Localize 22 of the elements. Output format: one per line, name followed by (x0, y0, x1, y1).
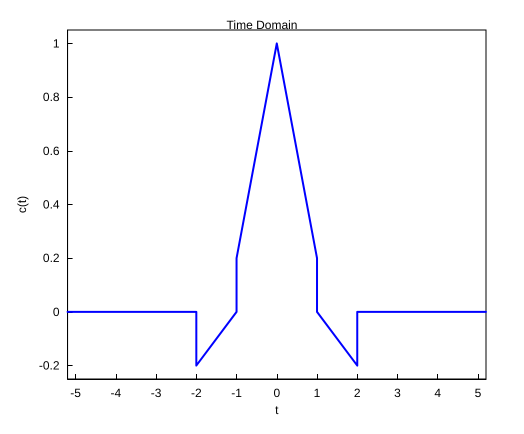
x-tick-label: 3 (394, 386, 402, 400)
x-tick-label: -2 (190, 386, 202, 400)
y-tick-label: -0.2 (38, 358, 60, 373)
x-tick-label: 2 (354, 386, 361, 400)
x-tick-label: 1 (314, 386, 321, 400)
y-tick-label: 1 (52, 36, 60, 50)
x-tick-label: 4 (434, 386, 442, 400)
x-tick-label: 0 (273, 386, 280, 400)
x-tick-label: -3 (150, 386, 162, 400)
y-axis-title: c(t) (15, 196, 29, 214)
x-axis-title: t (275, 402, 280, 417)
y-tick-label: 0.4 (42, 198, 60, 212)
y-tick-label: 0 (52, 304, 60, 319)
x-tick-label: -4 (110, 386, 122, 400)
x-tick-label: -1 (231, 386, 242, 400)
x-tick-label: -5 (70, 386, 82, 400)
y-tick-label: 0.8 (42, 90, 60, 104)
y-tick-label: 0.6 (42, 144, 60, 158)
x-tick-label: 5 (474, 386, 482, 400)
chart-title: Time Domain (226, 18, 298, 32)
y-tick-label: 0.2 (42, 251, 60, 266)
line-series (66, 42, 487, 367)
